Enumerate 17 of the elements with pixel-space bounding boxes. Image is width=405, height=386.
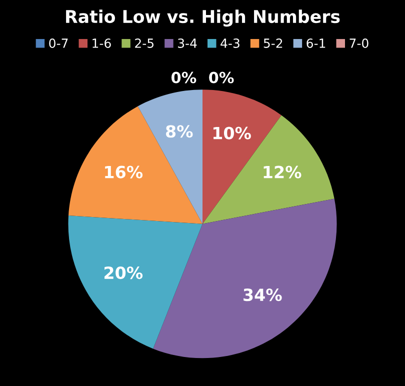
data-label: 20% [104,266,143,280]
data-label: 12% [264,166,302,178]
legend-label: 0-7 [49,38,68,48]
data-label: 8% [166,125,193,138]
legend-label: 1-6 [92,38,111,48]
chart-title: Ratio Low vs. High Numbers [66,10,340,27]
text: 0% [171,72,196,84]
data-label: 10% [213,126,251,140]
legend-label: 6-1 [306,38,326,48]
legend-label: 2-5 [135,38,154,48]
legend-label: 7-0 [350,38,368,48]
data-label: 16% [105,166,143,178]
text: 0% [209,72,234,84]
legend-label: 5-2 [264,38,282,48]
data-label: 34% [244,288,282,302]
legend-label: 3-4 [178,38,197,48]
legend-label: 4-3 [220,38,240,48]
